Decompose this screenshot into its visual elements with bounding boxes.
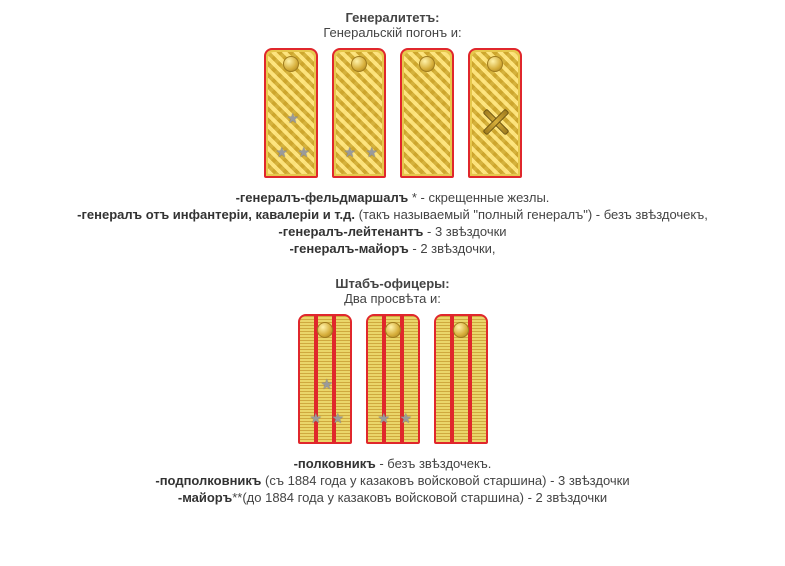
generals-line-1: -генералъ отъ инфантеріи, кавалеріи и т.… [20,207,765,222]
staff-subtitle: Два просвѣта и: [20,291,765,306]
rank-desc: - безъ звѣздочекъ. [376,456,492,471]
rank-desc: (съ 1884 года у казаковъ войсковой старш… [261,473,629,488]
rank-desc: * - скрещенные жезлы. [408,190,549,205]
rank-desc: (такъ называемый "полный генералъ") - бе… [355,207,708,222]
epaulette-general-lt: ★ ★ ★ [264,48,318,178]
rank-name: -генералъ отъ инфантеріи, кавалеріи и т.… [77,207,355,222]
rank-star-icon: ★ [366,146,378,158]
epaulette-staff-lcol: ★ ★ ★ [298,314,352,444]
epaulette-button-icon [385,322,401,338]
rank-star-icon: ★ [344,146,356,158]
epaulette-button-icon [351,56,367,72]
epaulette-field-marshal [468,48,522,178]
rank-star-icon: ★ [400,412,412,424]
rank-desc: - 3 звѣздочки [423,224,506,239]
epaulette-button-icon [453,322,469,338]
epaulette-button-icon [283,56,299,72]
generals-title: Генералитетъ: [20,10,765,25]
generals-section: Генералитетъ: Генеральскій погонъ и: ★★★… [20,10,765,256]
rank-star-icon: ★ [321,378,333,390]
epaulette-general-full [400,48,454,178]
epaulette-button-icon [317,322,333,338]
rank-name: -генералъ-лейтенантъ [278,224,423,239]
rank-star-icon: ★ [298,146,310,158]
rank-name: -генералъ-майоръ [289,241,408,256]
generals-epaulette-row: ★★★ ★★ [20,48,765,178]
staff-line-0: -полковникъ - безъ звѣздочекъ. [20,456,765,471]
staff-title: Штабъ-офицеры: [20,276,765,291]
generals-line-2: -генералъ-лейтенантъ - 3 звѣздочки [20,224,765,239]
epaulette-general-maj: ★★ [332,48,386,178]
generals-line-3: -генералъ-майоръ - 2 звѣздочки, [20,241,765,256]
rank-star-icon: ★ [276,146,288,158]
rank-desc: **(до 1884 года у казаковъ войсковой ста… [232,490,607,505]
rank-name: -генералъ-фельдмаршалъ [236,190,409,205]
crossed-batons-icon [480,106,510,136]
rank-star-icon: ★ [332,412,344,424]
rank-star-icon: ★ [310,412,322,424]
epaulette-button-icon [487,56,503,72]
generals-subtitle: Генеральскій погонъ и: [20,25,765,40]
generals-line-0: -генералъ-фельдмаршалъ * - скрещенные же… [20,190,765,205]
staff-section: Штабъ-офицеры: Два просвѣта и: ★★★ ★★ -п… [20,276,765,505]
rank-star-icon: ★ [378,412,390,424]
rank-name: -подполковникъ [155,473,261,488]
staff-line-1: -подполковникъ (съ 1884 года у казаковъ … [20,473,765,488]
staff-line-2: -майоръ**(до 1884 года у казаковъ войско… [20,490,765,505]
rank-star-icon: ★ [287,112,299,124]
epaulette-button-icon [419,56,435,72]
rank-name: -полковникъ [294,456,376,471]
rank-name: -майоръ [178,490,232,505]
epaulette-staff-maj: ★★ [366,314,420,444]
staff-epaulette-row: ★★★ ★★ [20,314,765,444]
rank-desc: - 2 звѣздочки, [409,241,496,256]
epaulette-staff-col [434,314,488,444]
